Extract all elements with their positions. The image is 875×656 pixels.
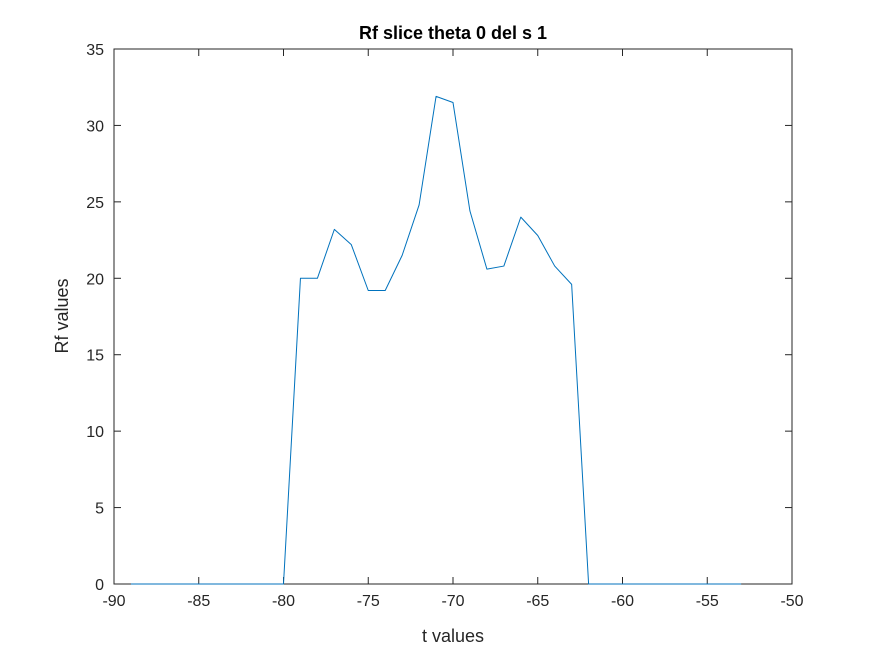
x-tick-label: -60 [611, 593, 634, 610]
y-tick-label: 10 [86, 424, 104, 441]
plot-area [113, 48, 793, 585]
y-tick-label: 30 [86, 118, 104, 135]
y-tick-label: 0 [95, 577, 104, 594]
y-tick-label: 25 [86, 195, 104, 212]
x-tick-label: -80 [272, 593, 295, 610]
x-tick-label: -75 [357, 593, 380, 610]
y-tick-label: 5 [95, 501, 104, 518]
series-layer [130, 95, 742, 585]
x-tick-label: -85 [187, 593, 210, 610]
series-line [130, 95, 742, 585]
y-tick-label: 15 [86, 348, 104, 365]
x-axis-label: t values [422, 626, 484, 646]
x-tick-label: -50 [780, 593, 803, 610]
ticks-layer: -90 -85 -80 -75 -70 -65 -60 -55 -50 0 5 10 15 20 25 30 3… [86, 42, 803, 610]
x-tick-label: -70 [441, 593, 464, 610]
y-axis-label: Rf values [52, 278, 72, 353]
y-tick-label: 35 [86, 42, 104, 59]
y-tick-label: 20 [86, 271, 104, 288]
x-tick-label: -55 [696, 593, 719, 610]
x-tick-label: -65 [526, 593, 549, 610]
chart-title: Rf slice theta 0 del s 1 [359, 23, 547, 43]
x-tick-label: -90 [102, 593, 125, 610]
